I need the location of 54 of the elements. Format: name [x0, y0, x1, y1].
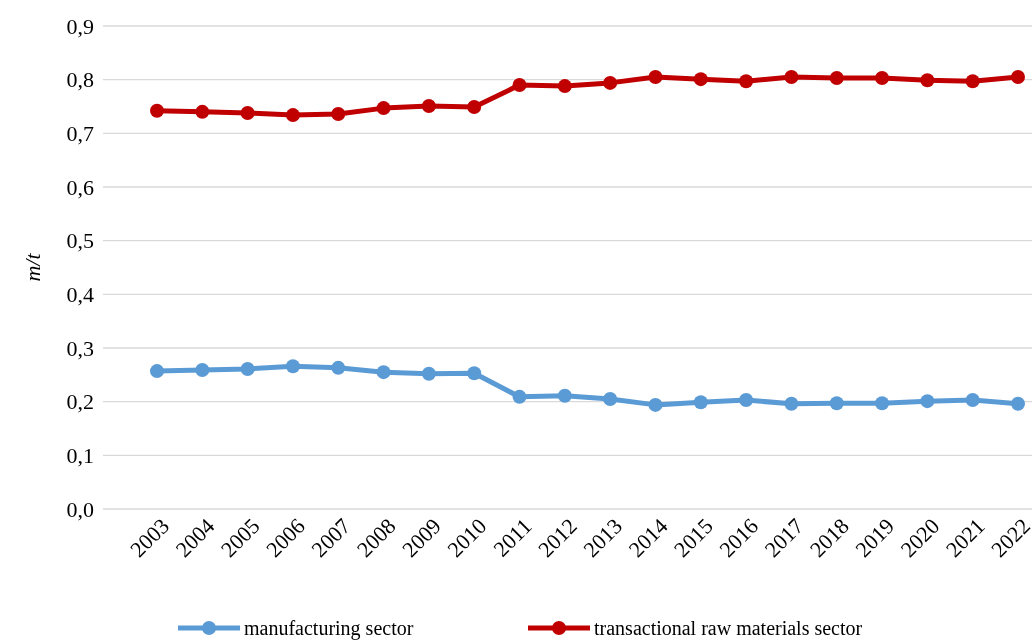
- point: [195, 363, 210, 377]
- point: [195, 104, 210, 119]
- point: [240, 105, 255, 120]
- point: [784, 69, 799, 84]
- legend-label: transactional raw materials sector: [594, 617, 863, 639]
- point: [603, 391, 618, 406]
- y-tick-label: 0,7: [66, 121, 94, 147]
- point: [693, 72, 708, 87]
- point: [467, 366, 482, 381]
- point: [875, 396, 890, 411]
- point: [603, 75, 618, 90]
- legend-label: manufacturing sector: [244, 617, 414, 640]
- point: [875, 71, 890, 86]
- point: [965, 74, 980, 89]
- point: [376, 101, 391, 116]
- point: [920, 73, 935, 88]
- point: [376, 365, 391, 380]
- point: [150, 103, 164, 118]
- y-axis-title: m/t: [20, 252, 45, 282]
- point: [240, 361, 255, 376]
- point: [920, 394, 935, 409]
- point: [739, 74, 754, 89]
- point: [331, 107, 346, 122]
- point: [1011, 69, 1025, 84]
- point: [648, 397, 663, 412]
- y-tick-label: 0,2: [66, 389, 94, 415]
- y-tick-label: 0,6: [66, 174, 94, 200]
- point: [285, 359, 300, 374]
- point: [421, 98, 436, 113]
- point: [512, 389, 527, 404]
- point: [557, 79, 572, 94]
- point: [285, 108, 300, 123]
- point: [467, 100, 482, 115]
- point: [829, 396, 844, 411]
- point: [739, 393, 754, 408]
- y-tick-label: 0,5: [66, 228, 94, 254]
- point: [421, 366, 436, 381]
- y-tick-label: 0,8: [66, 67, 94, 93]
- point: [1011, 396, 1025, 411]
- point: [784, 396, 799, 411]
- point: [512, 78, 527, 93]
- y-tick-label: 0,4: [66, 282, 94, 308]
- y-tick-label: 0,3: [66, 335, 94, 361]
- y-tick-label: 0,0: [66, 496, 94, 522]
- point: [331, 360, 346, 375]
- y-tick-label: 0,9: [66, 13, 94, 39]
- point: [557, 388, 572, 403]
- x-tick-label: 2011: [488, 513, 537, 562]
- point: [965, 393, 980, 408]
- point: [150, 364, 164, 379]
- point: [829, 71, 844, 86]
- y-tick-label: 0,1: [66, 443, 94, 469]
- point: [648, 69, 663, 84]
- point: [693, 395, 708, 410]
